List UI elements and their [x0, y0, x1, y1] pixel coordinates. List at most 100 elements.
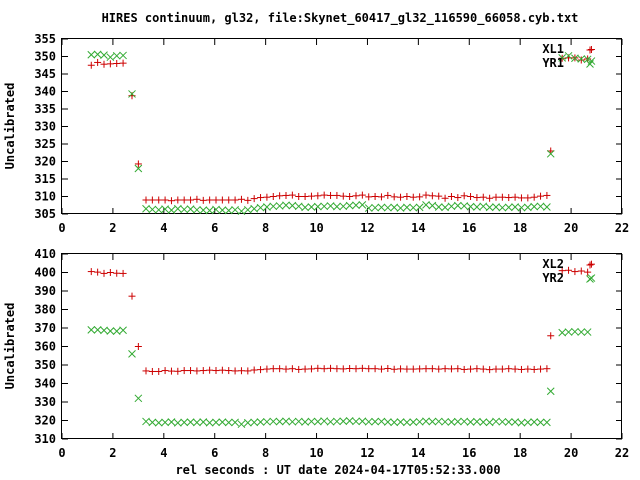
data-point: [326, 202, 335, 210]
data-point: [301, 203, 309, 212]
data-point: [288, 417, 297, 426]
data-point: [447, 365, 455, 373]
data-point: [167, 206, 176, 215]
data-point: [396, 418, 405, 426]
data-point: [584, 268, 592, 276]
data-point: [428, 201, 437, 210]
y-tick-label: 355: [34, 32, 56, 46]
data-point: [224, 206, 233, 215]
data-point: [244, 196, 252, 204]
data-point: [365, 193, 373, 201]
data-point: [100, 326, 108, 335]
data-point: [352, 192, 360, 200]
data-point: [390, 365, 398, 373]
data-point: [504, 203, 513, 212]
data-point: [100, 269, 108, 277]
data-point: [154, 418, 163, 427]
data-point: [365, 365, 373, 373]
data-point: [511, 365, 519, 373]
data-point: [212, 196, 220, 204]
data-point: [212, 205, 220, 214]
data-point: [403, 365, 411, 373]
data-point: [128, 350, 136, 358]
series-yr2: [87, 274, 596, 429]
x-tick-label: 18: [513, 446, 527, 460]
data-point: [224, 418, 233, 427]
data-point: [301, 365, 309, 373]
data-point: [345, 417, 354, 425]
data-point: [473, 203, 481, 211]
data-point: [441, 203, 449, 212]
data-point: [128, 292, 136, 300]
data-point: [371, 365, 379, 373]
data-point: [275, 417, 284, 426]
data-point: [409, 418, 418, 427]
data-point: [397, 193, 405, 201]
data-point: [275, 202, 284, 210]
data-point: [403, 203, 411, 212]
x-tick-label: 8: [262, 446, 269, 460]
y-tick-label: 390: [34, 284, 56, 298]
data-point: [119, 59, 127, 67]
data-point: [339, 192, 347, 200]
data-point: [434, 203, 443, 211]
data-point: [94, 268, 102, 276]
data-point: [134, 394, 143, 403]
data-point: [564, 51, 573, 60]
data-point: [486, 366, 494, 374]
y-tick-label: 315: [34, 172, 56, 186]
data-point: [186, 205, 195, 213]
data-point: [390, 418, 399, 427]
data-point: [460, 365, 468, 373]
data-point: [106, 60, 114, 68]
data-point: [485, 203, 494, 212]
data-point: [134, 343, 142, 350]
bottom-plot-legend: XL2 YR2: [542, 257, 594, 285]
data-point: [453, 417, 462, 426]
y-tick-label: 350: [34, 358, 56, 372]
data-point: [161, 205, 169, 213]
data-point: [565, 266, 573, 274]
data-point: [511, 203, 519, 211]
data-point: [397, 365, 405, 373]
legend-label-xl2: XL2: [542, 257, 564, 271]
y-tick-label: 310: [34, 432, 56, 446]
data-point: [505, 365, 513, 373]
x-tick-label: 8: [262, 221, 269, 235]
data-point: [199, 418, 208, 426]
legend-label-yr1: YR1: [542, 56, 564, 70]
y-tick-label: 320: [34, 414, 56, 428]
y-tick-label: 325: [34, 137, 56, 151]
data-point: [106, 269, 114, 276]
x-tick-label: 4: [160, 221, 167, 235]
data-point: [263, 365, 271, 373]
data-point: [530, 193, 538, 201]
data-point: [546, 149, 555, 158]
data-point: [558, 54, 567, 62]
data-point: [383, 418, 392, 426]
data-point: [523, 203, 532, 212]
data-point: [422, 191, 430, 199]
data-point: [505, 194, 513, 202]
data-point: [282, 417, 290, 426]
data-point: [403, 193, 411, 200]
y-tick-label: 310: [34, 190, 56, 204]
data-point: [112, 51, 121, 60]
data-point: [128, 90, 136, 98]
data-point: [161, 418, 169, 427]
data-point: [326, 417, 335, 426]
y-tick-label: 400: [34, 266, 56, 280]
y-tick-label: 330: [34, 395, 56, 409]
data-point: [161, 196, 169, 204]
data-point: [422, 365, 430, 373]
data-point: [504, 418, 513, 426]
data-point: [492, 203, 500, 211]
x-tick-label: 22: [615, 446, 629, 460]
data-point: [479, 418, 488, 427]
data-point: [536, 418, 545, 427]
data-point: [167, 197, 175, 205]
data-point: [206, 196, 214, 204]
data-point: [577, 56, 585, 64]
data-point: [142, 196, 150, 204]
